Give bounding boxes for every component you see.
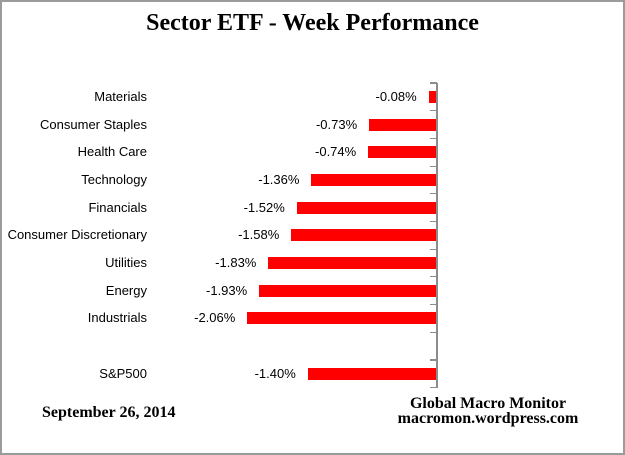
value-label: -1.52% [243, 199, 285, 215]
category-label: Consumer Discretionary [7, 227, 147, 243]
axis-tick [430, 220, 437, 223]
value-label: -0.08% [375, 88, 417, 104]
axis-tick [430, 137, 437, 139]
axis-tick [430, 359, 437, 361]
axis-tick [430, 82, 437, 84]
bar [291, 229, 436, 242]
bar [268, 257, 436, 270]
axis-tick [430, 331, 437, 333]
category-label: Health Care [77, 144, 147, 160]
bar [259, 284, 436, 297]
bar [428, 90, 436, 103]
value-label: -1.36% [258, 171, 300, 187]
source-name: Global Macro Monitor [409, 395, 567, 412]
source-attribution: Global Macro Monitor macromon.wordpress.… [371, 395, 605, 427]
category-label: Utilities [105, 255, 147, 271]
axis-tick [430, 387, 437, 389]
bar [296, 201, 436, 214]
source-url: macromon.wordpress.com [397, 410, 579, 427]
value-label: -0.73% [315, 116, 358, 132]
value-label: -0.74% [315, 144, 357, 160]
chart-title: Sector ETF - Week Performance [146, 10, 479, 36]
bar [307, 367, 436, 380]
value-label: -2.06% [194, 310, 236, 326]
category-label: Financials [88, 199, 147, 215]
category-label: Energy [105, 282, 147, 298]
category-label: Materials [94, 88, 147, 104]
category-label: S&P500 [99, 365, 147, 381]
bar [247, 312, 436, 325]
category-label: Industrials [87, 310, 147, 326]
value-label: -1.58% [238, 227, 280, 243]
bar [369, 118, 436, 131]
value-label: -1.83% [215, 255, 257, 271]
axis-tick [430, 165, 437, 167]
axis-tick [430, 110, 437, 112]
axis-tick [430, 193, 437, 195]
axis-tick [430, 276, 437, 278]
category-label: Consumer Staples [40, 116, 147, 132]
category-axis-line [436, 83, 438, 388]
axis-tick [430, 248, 437, 250]
bar [368, 146, 436, 159]
category-label: Technology [81, 171, 147, 187]
value-label: -1.93% [206, 282, 248, 298]
value-label: -1.40% [254, 365, 296, 381]
axis-tick [430, 304, 437, 306]
date-label: September 26, 2014 [42, 404, 176, 421]
bar [311, 173, 436, 186]
